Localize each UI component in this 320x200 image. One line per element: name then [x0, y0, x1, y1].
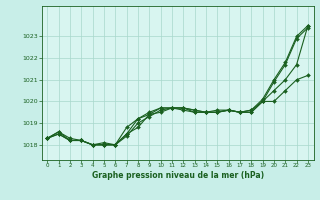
X-axis label: Graphe pression niveau de la mer (hPa): Graphe pression niveau de la mer (hPa)	[92, 171, 264, 180]
